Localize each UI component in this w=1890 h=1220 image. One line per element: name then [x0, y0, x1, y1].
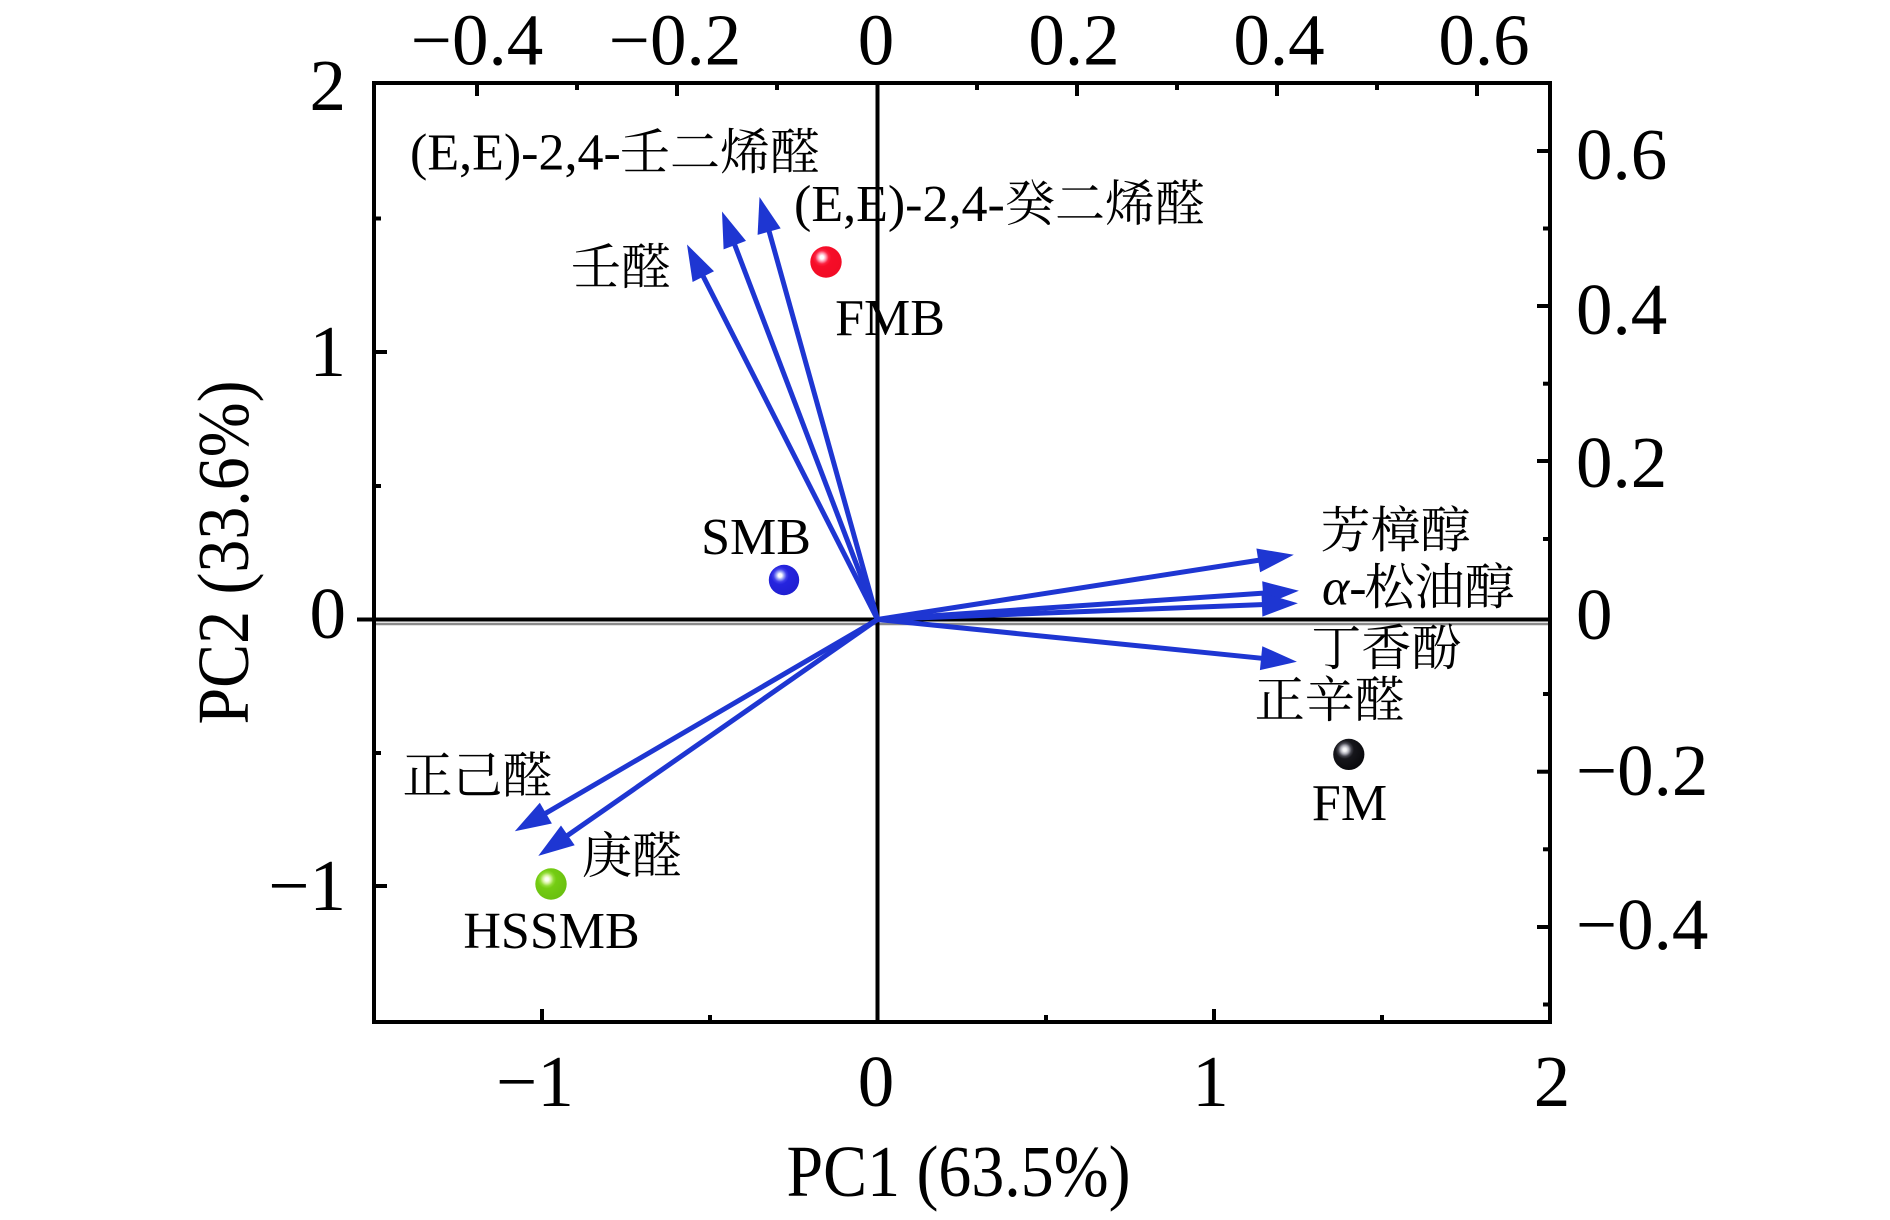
svg-text:1: 1: [310, 311, 347, 392]
svg-text:0.4: 0.4: [1576, 269, 1667, 350]
svg-text:−0.4: −0.4: [411, 0, 543, 81]
svg-text:FMB: FMB: [835, 290, 945, 347]
svg-text:2: 2: [1534, 1041, 1571, 1122]
svg-text:(E,E)-2,4-: (E,E)-2,4-: [410, 125, 621, 182]
svg-text:−1: −1: [496, 1041, 574, 1122]
svg-text:(E,E)-2,4-: (E,E)-2,4-: [794, 176, 1005, 233]
svg-text:−1: −1: [268, 845, 346, 926]
svg-text:0.6: 0.6: [1438, 0, 1529, 81]
svg-text:0: 0: [858, 0, 895, 81]
svg-text:PC2 (33.6%): PC2 (33.6%): [183, 381, 264, 725]
svg-text:0: 0: [310, 573, 347, 654]
svg-text:0.4: 0.4: [1233, 0, 1324, 81]
svg-text:−0.2: −0.2: [609, 0, 741, 81]
svg-text:−0.4: −0.4: [1576, 884, 1708, 965]
svg-text:FM: FM: [1312, 775, 1387, 832]
svg-text:2: 2: [310, 45, 347, 126]
svg-text:1: 1: [1192, 1041, 1229, 1122]
svg-text:0.2: 0.2: [1028, 0, 1119, 81]
svg-text:0: 0: [1576, 574, 1613, 655]
svg-text:α-: α-: [1322, 560, 1367, 617]
svg-text:HSSMB: HSSMB: [463, 903, 639, 960]
svg-text:0.2: 0.2: [1576, 422, 1667, 503]
svg-text:0.6: 0.6: [1576, 114, 1667, 195]
svg-text:−0.2: −0.2: [1576, 730, 1708, 811]
svg-text:PC1 (63.5%): PC1 (63.5%): [787, 1131, 1131, 1212]
svg-text:0: 0: [858, 1041, 895, 1122]
svg-text:SMB: SMB: [701, 509, 811, 566]
